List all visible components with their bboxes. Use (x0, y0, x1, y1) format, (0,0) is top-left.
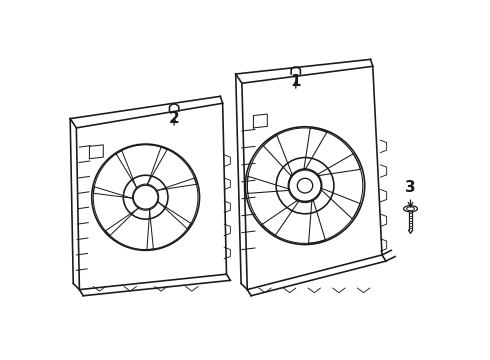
Text: 1: 1 (291, 74, 301, 89)
Text: 2: 2 (169, 111, 179, 126)
Text: 3: 3 (405, 180, 416, 195)
